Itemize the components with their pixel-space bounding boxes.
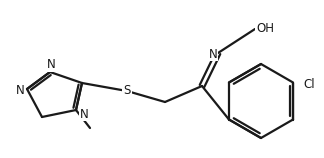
- Text: OH: OH: [256, 22, 274, 36]
- Text: N: N: [47, 58, 55, 72]
- Text: N: N: [80, 107, 88, 121]
- Text: S: S: [123, 85, 131, 97]
- Text: N: N: [16, 83, 24, 97]
- Text: N: N: [209, 48, 217, 61]
- Text: Cl: Cl: [303, 78, 315, 91]
